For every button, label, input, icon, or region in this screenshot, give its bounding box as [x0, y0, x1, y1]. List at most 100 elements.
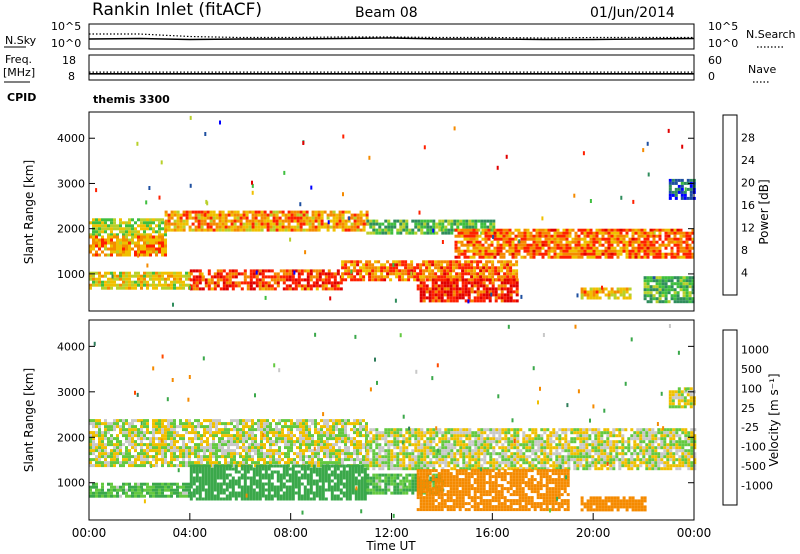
- heatmap-cell: [311, 222, 315, 226]
- heatmap-cell: [216, 278, 220, 282]
- heatmap-cell: [107, 461, 110, 465]
- heatmap-cell: [477, 228, 481, 232]
- heatmap-cell: [125, 247, 128, 251]
- heatmap-cell: [428, 269, 432, 273]
- heatmap-cell: [513, 443, 517, 447]
- heatmap-cell: [152, 218, 155, 222]
- heatmap-cell: [676, 276, 680, 280]
- heatmap-cell: [573, 431, 577, 435]
- heatmap-cell: [281, 222, 285, 226]
- heatmap-cell: [191, 440, 194, 444]
- heatmap-cell: [526, 228, 530, 232]
- heatmap-cell: [498, 446, 502, 450]
- heatmap-cell: [317, 222, 321, 226]
- heatmap-cell: [305, 419, 308, 423]
- heatmap-cell: [389, 272, 393, 276]
- heatmap-cell: [296, 428, 299, 432]
- heatmap-cell: [504, 434, 508, 438]
- heatmap-cell: [372, 222, 376, 226]
- heatmap-cell: [463, 249, 467, 253]
- heatmap-cell: [396, 437, 400, 441]
- heatmap-cell: [537, 443, 541, 447]
- heatmap-cell: [625, 231, 629, 235]
- heatmap-cell: [210, 278, 214, 282]
- heatmap-cell: [474, 219, 478, 223]
- heatmap-cell: [543, 458, 547, 462]
- heatmap-cell: [95, 221, 98, 225]
- heatmap-cell: [405, 455, 409, 459]
- heatmap-cell: [188, 458, 191, 462]
- heatmap-cell: [649, 228, 653, 232]
- heatmap-cell: [538, 252, 542, 256]
- heatmap-cell: [574, 255, 578, 259]
- heatmap-cell: [356, 458, 359, 462]
- heatmap-cell: [431, 272, 435, 276]
- heatmap-scatter-cell: [293, 270, 296, 275]
- heatmap-cell: [553, 234, 557, 238]
- heatmap-cell: [461, 266, 465, 270]
- heatmap-cell: [125, 271, 128, 275]
- heatmap-cell: [631, 234, 635, 238]
- heatmap-cell: [515, 299, 519, 303]
- heatmap-cell: [489, 464, 493, 468]
- heatmap-cell: [420, 219, 424, 223]
- heatmap-cell: [389, 263, 393, 267]
- heatmap-cell: [455, 263, 459, 267]
- heatmap-cell: [327, 275, 331, 279]
- date-label: 01/Jun/2014: [590, 5, 675, 21]
- heatmap-cell: [493, 252, 497, 256]
- heatmap-cell: [176, 425, 179, 429]
- heatmap-cell: [101, 227, 104, 231]
- heatmap-cell: [215, 452, 218, 456]
- heatmap-cell: [173, 422, 176, 426]
- heatmap-scatter-cell: [541, 216, 544, 221]
- heatmap-cell: [456, 219, 460, 223]
- heatmap-cell: [134, 271, 137, 275]
- heatmap-cell: [98, 221, 101, 225]
- heatmap-scatter-cell: [189, 115, 192, 120]
- heatmap-cell: [263, 219, 267, 223]
- heatmap-cell: [480, 437, 484, 441]
- heatmap-cell: [143, 455, 146, 459]
- heatmap-cell: [128, 247, 131, 251]
- heatmap-cell: [387, 440, 391, 444]
- heatmap-cell: [338, 458, 341, 462]
- heatmap-cell: [580, 249, 584, 253]
- heatmap-cell: [453, 428, 457, 432]
- heatmap-cell: [405, 440, 409, 444]
- heatmap-cell: [688, 285, 692, 289]
- heatmap-cell: [604, 237, 608, 241]
- heatmap-cell: [269, 449, 272, 453]
- heatmap-cell: [324, 272, 328, 276]
- heatmap-cell: [460, 240, 464, 244]
- heatmap-cell: [213, 275, 217, 279]
- heatmap-cell: [625, 249, 629, 253]
- heatmap-cell: [305, 210, 309, 214]
- heatmap-cell: [245, 458, 248, 462]
- heatmap-cell: [143, 437, 146, 441]
- heatmap-cell: [405, 431, 409, 435]
- heatmap-cell: [476, 287, 480, 291]
- heatmap-cell: [471, 452, 475, 456]
- heatmap-cell: [534, 443, 538, 447]
- heatmap-cell: [486, 461, 490, 465]
- heatmap-cell: [293, 216, 297, 220]
- heatmap-cell: [464, 269, 468, 273]
- heatmap-cell: [128, 434, 131, 438]
- heatmap-cell: [185, 277, 188, 281]
- heatmap-cell: [206, 446, 209, 450]
- heatmap-cell: [128, 227, 131, 231]
- heatmap-cell: [110, 238, 113, 242]
- heatmap-cell: [464, 290, 468, 294]
- heatmap-cell: [248, 222, 252, 226]
- heatmap-cell: [507, 449, 511, 453]
- heatmap-cell: [161, 233, 164, 237]
- heatmap-cell: [219, 278, 223, 282]
- heatmap-cell: [149, 244, 152, 248]
- heatmap-cell: [299, 446, 302, 450]
- heatmap-cell: [122, 277, 125, 281]
- heatmap-cell: [344, 434, 347, 438]
- heatmap-cell: [384, 228, 388, 232]
- heatmap-cell: [170, 222, 174, 226]
- heatmap-cell: [649, 297, 653, 301]
